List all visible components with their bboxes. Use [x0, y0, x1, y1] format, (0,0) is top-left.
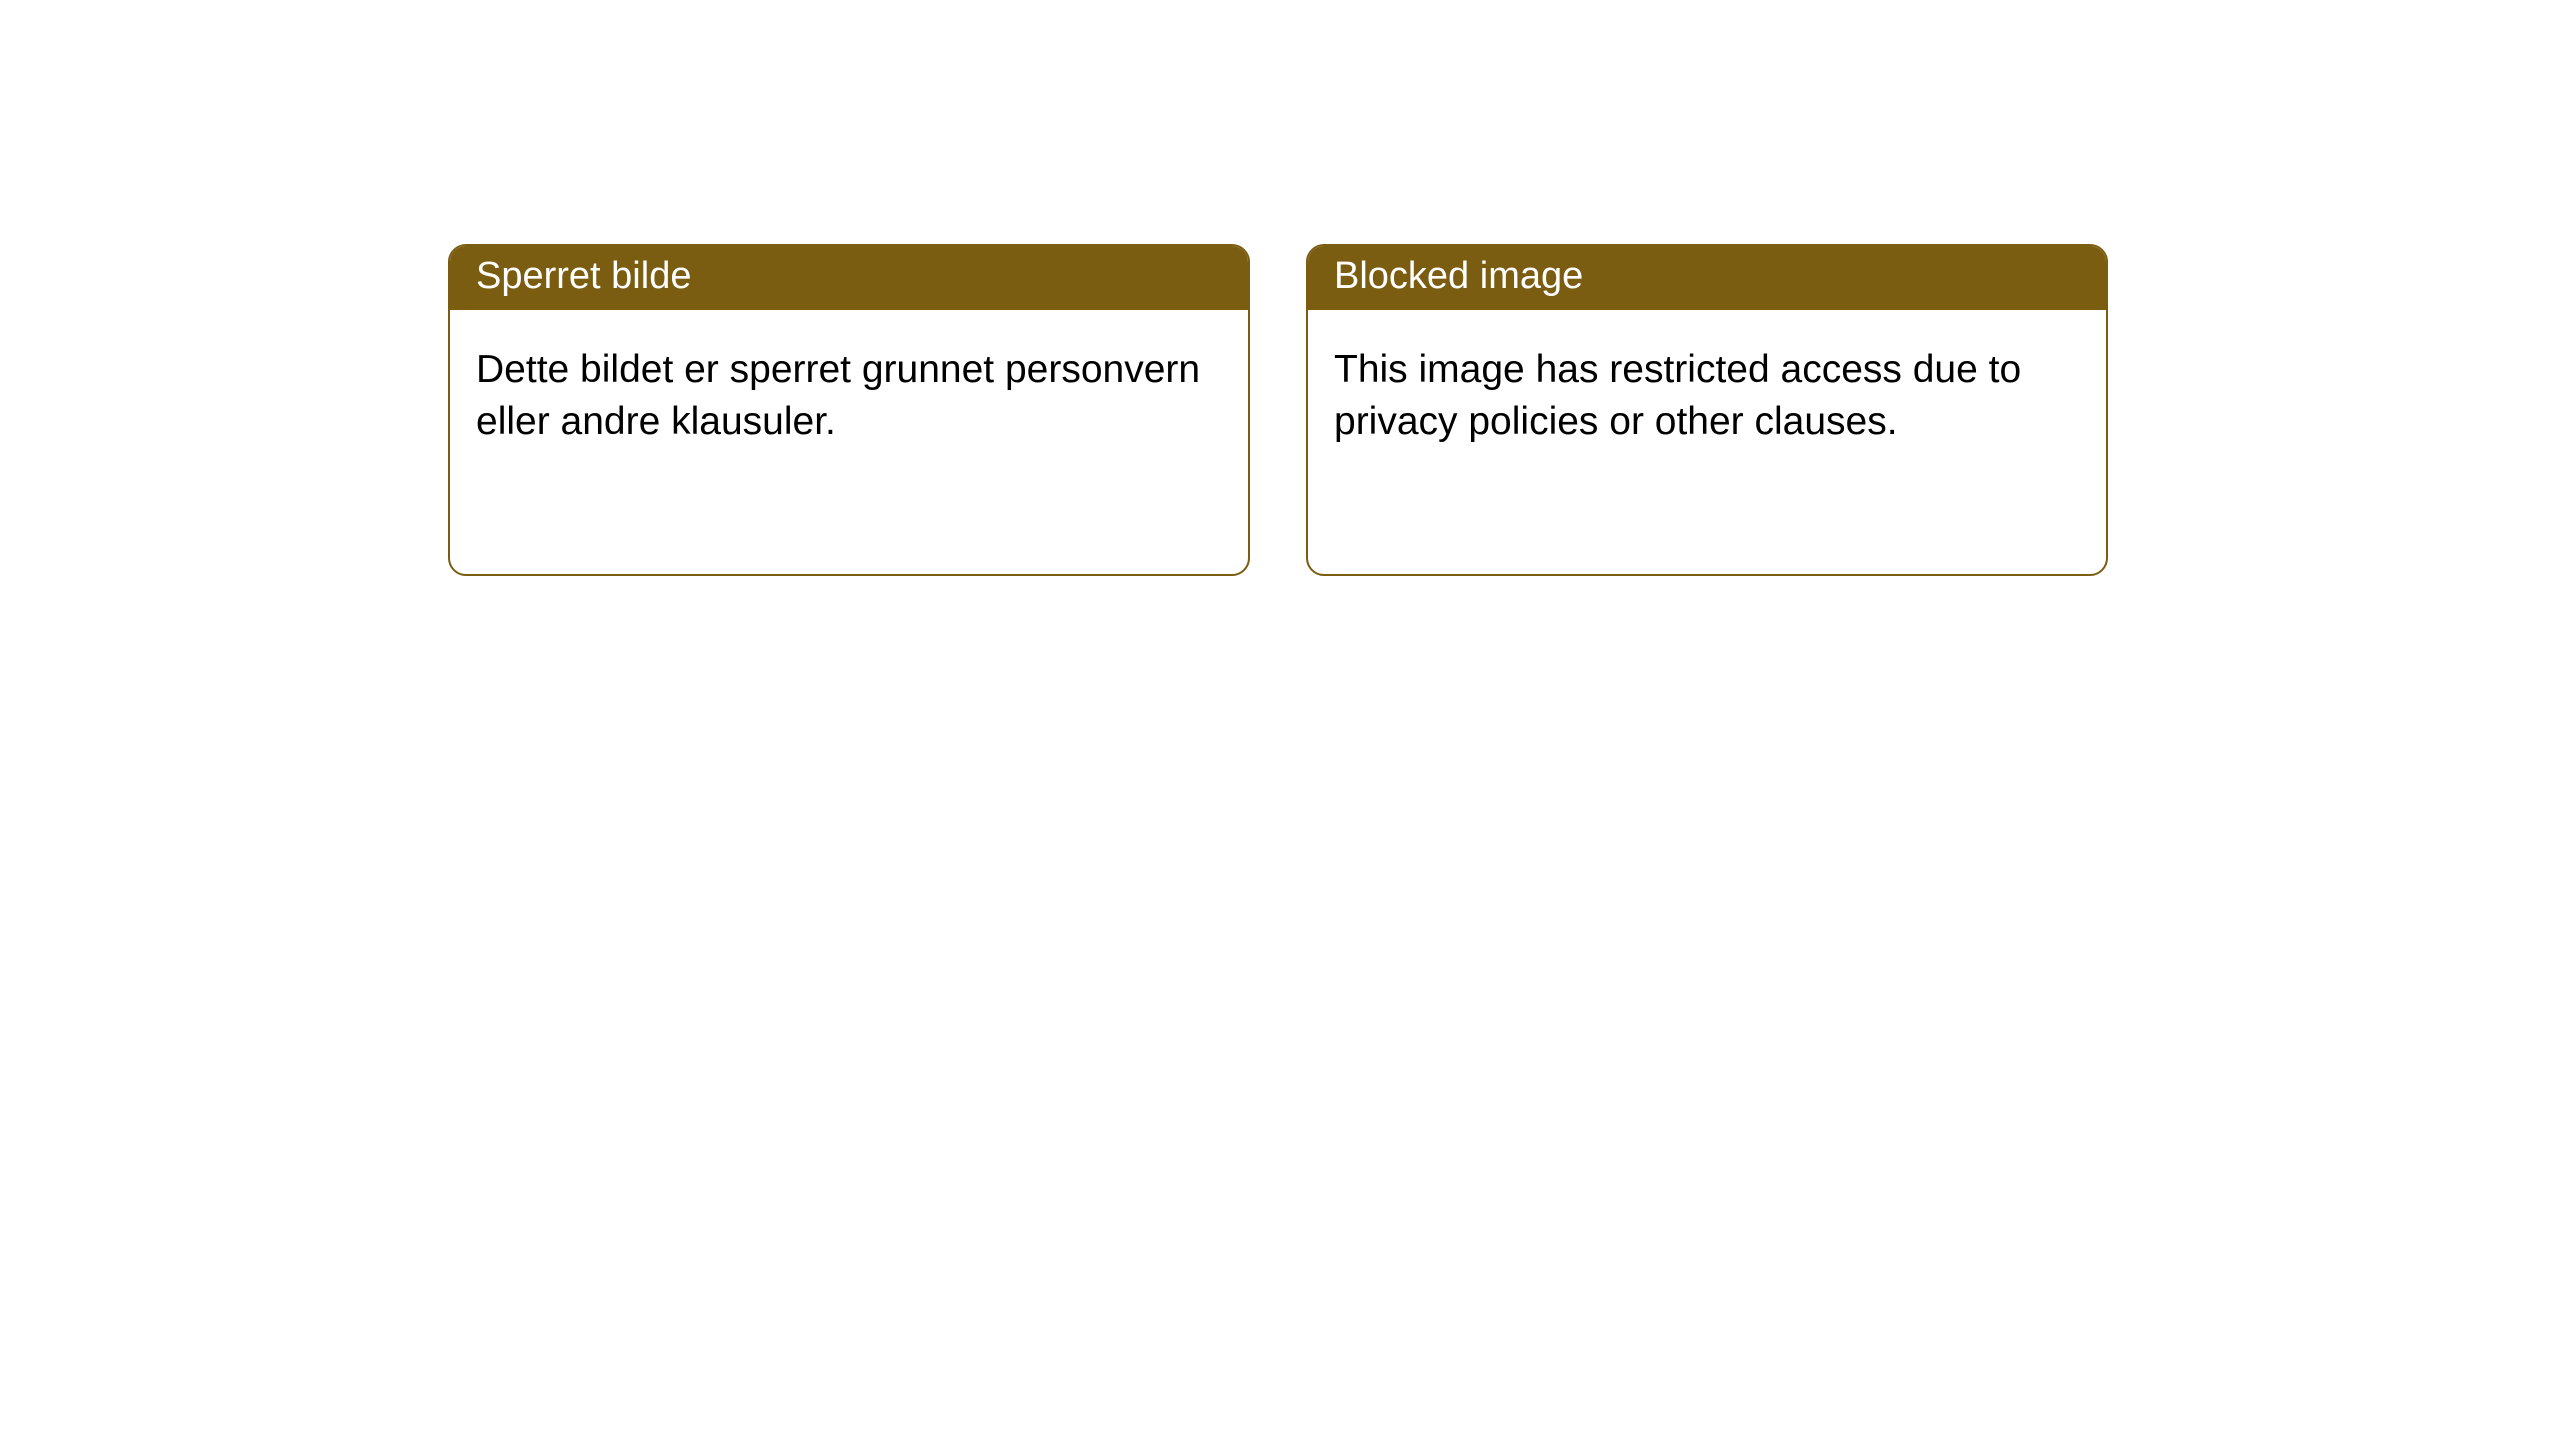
notice-body: Dette bildet er sperret grunnet personve… [450, 310, 1248, 483]
notice-card-norwegian: Sperret bilde Dette bildet er sperret gr… [448, 244, 1250, 576]
notice-body: This image has restricted access due to … [1308, 310, 2106, 483]
notice-container: Sperret bilde Dette bildet er sperret gr… [0, 0, 2560, 576]
notice-header: Blocked image [1308, 246, 2106, 310]
notice-card-english: Blocked image This image has restricted … [1306, 244, 2108, 576]
notice-header: Sperret bilde [450, 246, 1248, 310]
